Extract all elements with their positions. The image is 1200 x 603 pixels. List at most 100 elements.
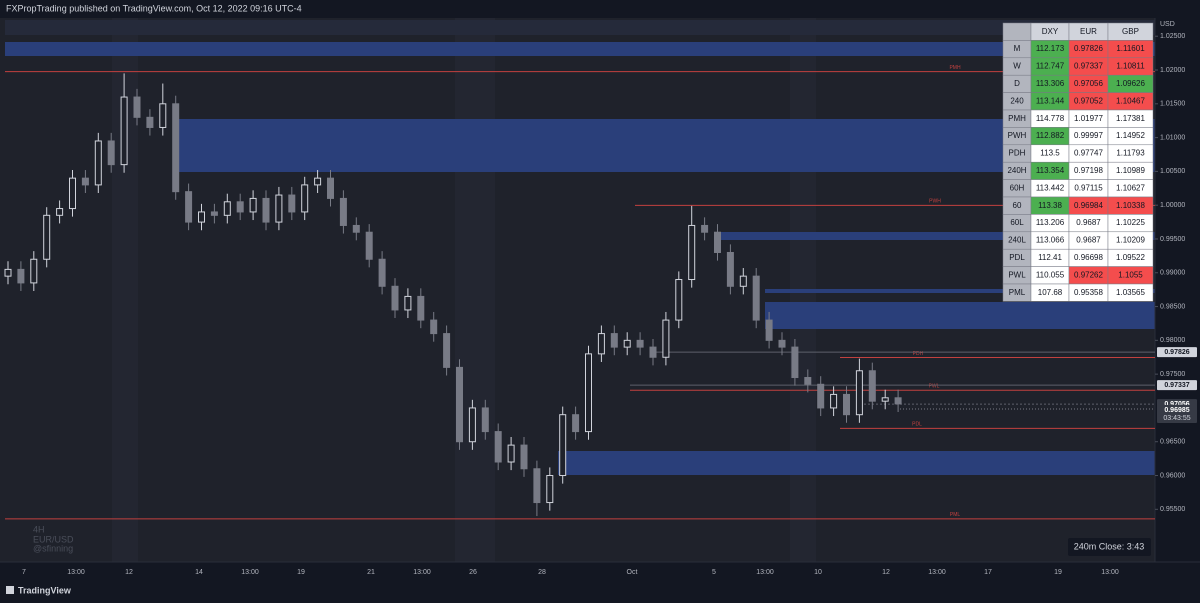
table-row-label: PML: [1009, 288, 1026, 297]
table-row-label: 60L: [1010, 218, 1024, 227]
candle-body: [546, 475, 554, 504]
table-value: 112.41: [1038, 253, 1062, 262]
watermark-symbol: EUR/USD: [33, 534, 74, 544]
table-value: 0.96984: [1074, 201, 1103, 210]
candle-body: [585, 353, 592, 433]
candle-body: [817, 383, 825, 409]
x-tick-label: 13:00: [241, 569, 259, 576]
zone: [765, 302, 1155, 329]
x-tick-label: 19: [1054, 569, 1062, 576]
candle-body: [597, 333, 605, 355]
y-tick-label: 1.01500: [1160, 101, 1185, 108]
candle-body: [468, 407, 476, 443]
price-marker: 0.97337: [1164, 382, 1189, 389]
candle-body: [4, 268, 12, 277]
table-value: 0.97056: [1074, 79, 1103, 88]
candle-body: [778, 339, 786, 348]
table-value: 1.11601: [1116, 44, 1145, 53]
candle-body: [417, 295, 425, 321]
table-value: 113.306: [1036, 79, 1065, 88]
table-value: 112.747: [1036, 62, 1065, 71]
y-tick-label: 0.97500: [1160, 371, 1185, 378]
table-value: 1.14952: [1116, 131, 1145, 140]
table-value: 113.442: [1036, 183, 1065, 192]
candle-body: [843, 393, 850, 416]
table-value: 113.206: [1036, 218, 1065, 227]
zone: [5, 42, 1155, 56]
session-band: [455, 18, 495, 562]
table-value: 0.97052: [1074, 96, 1103, 105]
level-label: PMH: [949, 65, 961, 71]
candle-body: [107, 140, 115, 166]
candle-body: [636, 339, 644, 348]
table-row-label: PWH: [1008, 131, 1027, 140]
candle-body: [236, 201, 244, 213]
candle-body: [894, 397, 902, 405]
candle-body: [701, 224, 709, 233]
candle-body: [804, 377, 812, 385]
x-tick-label: 7: [22, 569, 26, 576]
price-marker: 0.97056: [1164, 401, 1189, 408]
candle-body: [791, 346, 799, 379]
candle-body: [69, 177, 76, 210]
x-tick-label: 13:00: [413, 569, 431, 576]
candle-body: [481, 407, 489, 433]
candle-body: [56, 208, 64, 216]
table-value: 1.1055: [1118, 270, 1143, 279]
candle-body: [662, 319, 670, 358]
table-value: 1.10338: [1116, 201, 1145, 210]
table-value: 112.882: [1036, 131, 1065, 140]
candle-body: [456, 366, 463, 443]
candle-body: [494, 431, 502, 463]
table-row-label: 240H: [1007, 166, 1026, 175]
level-label: PWH: [929, 199, 941, 205]
zone: [720, 232, 1155, 240]
candle-body: [81, 177, 89, 186]
candle-body: [675, 279, 683, 321]
table-value: 1.03565: [1116, 288, 1145, 297]
table-value: 112.173: [1036, 44, 1065, 53]
candle-body: [210, 211, 218, 216]
x-tick-label: Oct: [627, 569, 638, 576]
candle-body: [726, 251, 734, 287]
y-tick-label: 0.98500: [1160, 303, 1185, 310]
table-value: 0.96698: [1074, 253, 1103, 262]
table-row-label: 60: [1013, 201, 1022, 210]
price-marker: 0.97826: [1164, 349, 1189, 356]
zone: [175, 119, 1155, 172]
x-tick-label: 12: [125, 569, 133, 576]
y-tick-label: 0.95500: [1160, 506, 1185, 513]
candle-body: [765, 319, 773, 341]
y-tick-label: 1.01000: [1160, 134, 1185, 141]
x-tick-label: 21: [367, 569, 375, 576]
candle-body: [533, 468, 541, 504]
y-tick-label: 0.96000: [1160, 472, 1185, 479]
candle-body: [314, 177, 322, 186]
candle-body: [365, 231, 373, 260]
close-timer: 240m Close: 3:43: [1074, 541, 1145, 551]
table-value: 0.97115: [1074, 183, 1103, 192]
table-value: 107.68: [1038, 288, 1063, 297]
candle-body: [301, 184, 309, 213]
table-column-header: EUR: [1080, 27, 1097, 36]
price-marker-box: [1157, 380, 1197, 391]
candle-body: [688, 224, 696, 281]
table-value: 0.9687: [1076, 236, 1101, 245]
candle-body: [855, 370, 863, 416]
table-value: 113.5: [1040, 149, 1060, 158]
table-value: 114.778: [1036, 114, 1065, 123]
table-value: 110.055: [1036, 270, 1065, 279]
candle-body: [507, 444, 515, 463]
candle-body: [30, 258, 38, 284]
brand[interactable]: TradingView: [18, 585, 72, 595]
table-value: 1.10989: [1116, 166, 1145, 175]
level-label: PML: [950, 512, 961, 518]
x-tick-label: 14: [195, 569, 203, 576]
table-value: 0.95358: [1074, 288, 1103, 297]
brand-logo: [6, 586, 14, 594]
table-value: 0.97262: [1074, 270, 1103, 279]
table-value: 0.97747: [1074, 149, 1103, 158]
candle-body: [94, 140, 102, 186]
currency: USD: [1160, 21, 1175, 28]
level-label: PDH: [913, 351, 924, 357]
